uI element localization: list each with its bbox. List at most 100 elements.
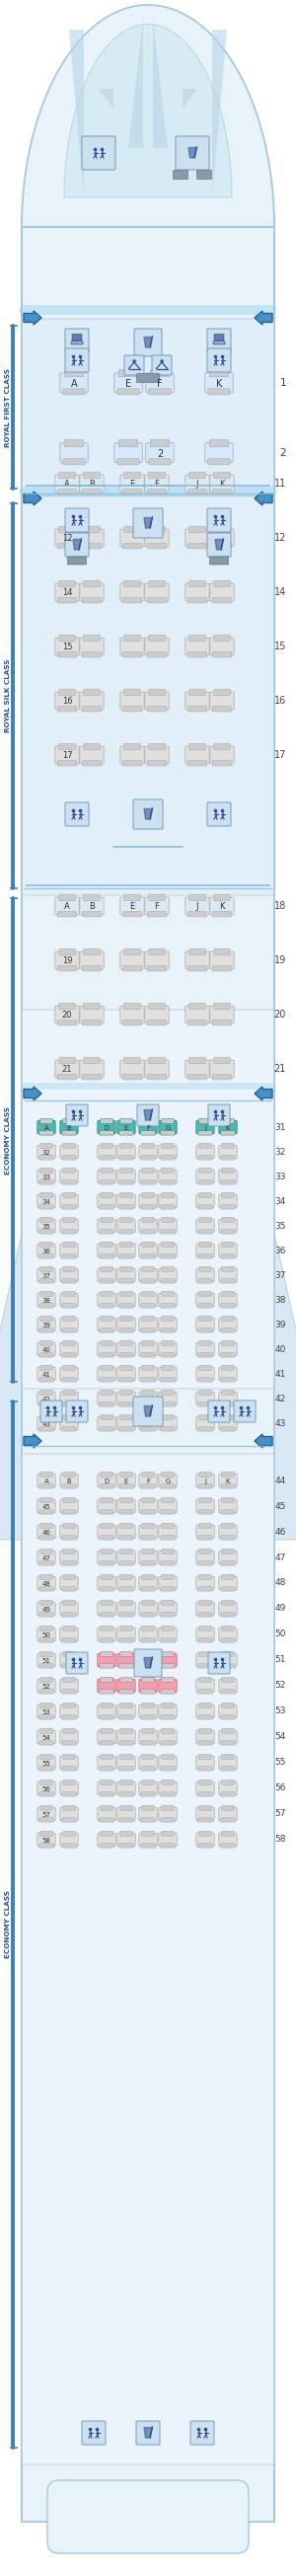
FancyBboxPatch shape [119,1613,133,1618]
FancyBboxPatch shape [199,1167,211,1172]
FancyBboxPatch shape [162,1193,174,1198]
Circle shape [197,2427,201,2432]
FancyBboxPatch shape [133,1396,163,1427]
Circle shape [94,147,97,152]
FancyBboxPatch shape [219,1146,237,1159]
FancyBboxPatch shape [124,894,140,902]
FancyBboxPatch shape [60,1834,78,1847]
FancyBboxPatch shape [198,1229,212,1234]
FancyBboxPatch shape [221,1157,235,1159]
FancyBboxPatch shape [60,1342,78,1355]
FancyBboxPatch shape [62,1741,76,1744]
Circle shape [214,809,217,811]
FancyBboxPatch shape [142,1728,154,1734]
FancyBboxPatch shape [62,1716,76,1718]
FancyBboxPatch shape [139,1834,157,1847]
FancyBboxPatch shape [60,1319,78,1332]
FancyBboxPatch shape [119,1690,133,1695]
FancyBboxPatch shape [37,1195,55,1208]
FancyBboxPatch shape [142,1144,154,1149]
FancyBboxPatch shape [59,634,75,641]
FancyBboxPatch shape [210,371,229,376]
FancyBboxPatch shape [214,471,230,479]
FancyBboxPatch shape [82,598,101,603]
FancyBboxPatch shape [147,652,166,657]
FancyBboxPatch shape [40,1414,52,1419]
FancyBboxPatch shape [97,1499,116,1512]
FancyBboxPatch shape [100,1780,113,1785]
FancyBboxPatch shape [142,1365,154,1370]
FancyBboxPatch shape [161,1613,175,1618]
FancyBboxPatch shape [39,1329,54,1332]
FancyBboxPatch shape [123,912,142,917]
FancyBboxPatch shape [39,1484,54,1489]
FancyBboxPatch shape [99,1352,114,1358]
FancyBboxPatch shape [22,319,274,495]
FancyBboxPatch shape [119,1255,133,1260]
FancyBboxPatch shape [72,335,82,340]
FancyBboxPatch shape [63,1548,75,1553]
FancyBboxPatch shape [196,1195,214,1208]
FancyBboxPatch shape [117,1473,135,1486]
Text: ROYAL FIRST CLASS: ROYAL FIRST CLASS [5,368,11,448]
FancyBboxPatch shape [39,1561,54,1566]
FancyBboxPatch shape [141,1767,155,1770]
Circle shape [79,1659,82,1662]
FancyBboxPatch shape [219,1218,237,1231]
Text: 57: 57 [275,1808,286,1819]
Circle shape [46,1406,50,1409]
FancyBboxPatch shape [222,1651,234,1656]
FancyBboxPatch shape [142,1167,154,1172]
FancyBboxPatch shape [222,1267,234,1273]
FancyBboxPatch shape [97,1293,116,1306]
FancyBboxPatch shape [141,1690,155,1695]
Text: 48: 48 [42,1582,51,1587]
Polygon shape [144,1110,152,1121]
FancyBboxPatch shape [100,1754,113,1759]
FancyBboxPatch shape [119,1793,133,1795]
Text: 56: 56 [42,1785,51,1793]
FancyBboxPatch shape [40,1118,52,1123]
FancyBboxPatch shape [199,1497,211,1502]
FancyBboxPatch shape [199,1548,211,1553]
FancyBboxPatch shape [63,1316,75,1321]
FancyBboxPatch shape [199,1414,211,1419]
FancyBboxPatch shape [117,1731,135,1744]
FancyBboxPatch shape [142,1391,154,1396]
FancyBboxPatch shape [222,1167,234,1172]
FancyBboxPatch shape [199,1574,211,1579]
Text: 14: 14 [274,587,286,598]
FancyBboxPatch shape [58,544,77,549]
FancyBboxPatch shape [159,1499,177,1512]
FancyBboxPatch shape [199,1267,211,1273]
FancyBboxPatch shape [63,1754,75,1759]
FancyBboxPatch shape [39,1157,54,1159]
FancyBboxPatch shape [59,580,75,587]
FancyBboxPatch shape [100,1625,113,1631]
FancyBboxPatch shape [40,1365,52,1370]
FancyBboxPatch shape [37,1319,55,1332]
FancyBboxPatch shape [65,330,89,353]
FancyBboxPatch shape [196,1244,214,1257]
FancyBboxPatch shape [188,489,207,495]
Text: 21: 21 [274,1064,286,1074]
FancyBboxPatch shape [120,747,144,765]
FancyBboxPatch shape [199,1651,211,1656]
FancyBboxPatch shape [100,1391,113,1396]
FancyBboxPatch shape [120,1316,132,1321]
FancyBboxPatch shape [159,1680,177,1692]
FancyBboxPatch shape [159,1731,177,1744]
FancyBboxPatch shape [62,1484,76,1489]
FancyBboxPatch shape [133,507,163,538]
FancyBboxPatch shape [141,1229,155,1234]
FancyBboxPatch shape [221,1484,235,1489]
FancyBboxPatch shape [123,598,142,603]
FancyBboxPatch shape [147,544,166,549]
FancyBboxPatch shape [97,1417,116,1430]
FancyBboxPatch shape [119,371,138,376]
FancyBboxPatch shape [196,1783,214,1795]
FancyBboxPatch shape [71,340,83,345]
FancyBboxPatch shape [139,1499,157,1512]
FancyBboxPatch shape [221,1510,235,1515]
FancyBboxPatch shape [196,1417,214,1430]
